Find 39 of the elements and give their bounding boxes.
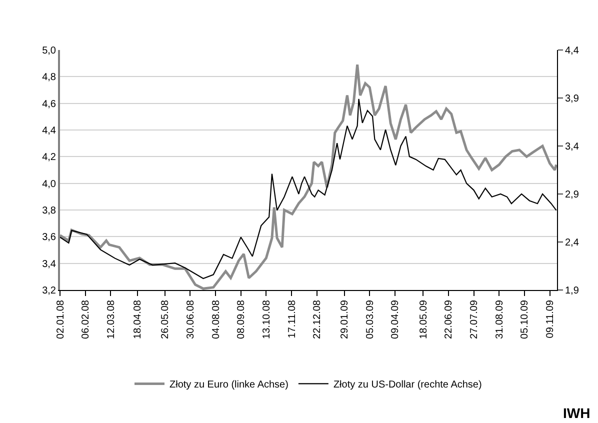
legend-label: Złoty zu US-Dollar (rechte Achse) <box>333 380 482 391</box>
y-tick-label: 3,4 <box>42 258 56 270</box>
y-tick-label: 3,8 <box>42 206 56 216</box>
x-tick-label: 08.09.08 <box>236 300 248 339</box>
x-tick-label: 31.08.09 <box>494 300 506 339</box>
y2-tick-label: 1,9 <box>565 286 580 296</box>
y2-tick-label: 2,4 <box>565 238 580 248</box>
x-tick-label: 18.05.09 <box>418 300 430 339</box>
y-tick-label: 3,2 <box>42 286 56 296</box>
y-tick-label: 4,6 <box>42 98 56 110</box>
y-tick-label: 5,0 <box>42 46 56 56</box>
x-tick-label: 22.06.09 <box>444 300 455 339</box>
x-tick-label: 05.10.09 <box>520 300 531 339</box>
y-tick-label: 4,4 <box>42 126 56 136</box>
x-tick-label: 29.01.09 <box>340 300 351 339</box>
x-tick-label: 06.02.08 <box>80 300 92 339</box>
y2-tick-label: 4,4 <box>565 46 580 56</box>
x-tick-label: 13.10.08 <box>261 300 272 339</box>
x-tick-label: 12.03.08 <box>106 300 117 339</box>
y2-tick-label: 3,4 <box>565 142 580 152</box>
legend-label: Złoty zu Euro (linke Achse) <box>170 380 288 391</box>
x-tick-label: 30.06.08 <box>185 300 196 339</box>
x-tick-label: 27.07.09 <box>469 300 480 339</box>
y-tick-label: 4,8 <box>42 72 56 84</box>
y-tick-label: 3,6 <box>42 232 56 244</box>
y-tick-label: 4,2 <box>42 152 56 164</box>
x-tick-label: 18.04.08 <box>132 300 144 339</box>
x-tick-label: 26.05.08 <box>160 300 172 339</box>
y2-tick-label: 2,9 <box>565 190 580 200</box>
y2-tick-label: 3,9 <box>565 94 580 104</box>
x-tick-label: 22.12.08 <box>312 300 324 339</box>
x-tick-label: 09.11.09 <box>545 300 556 338</box>
x-tick-label: 02.01.08 <box>55 300 66 339</box>
text: IWH <box>563 405 590 421</box>
y-tick-label: 4,0 <box>42 178 56 190</box>
x-tick-label: 04.08.08 <box>210 300 222 339</box>
x-tick-label: 05.03.09 <box>364 300 376 339</box>
x-tick-label: 17.11.08 <box>286 300 298 338</box>
x-tick-label: 09.04.09 <box>390 300 402 339</box>
